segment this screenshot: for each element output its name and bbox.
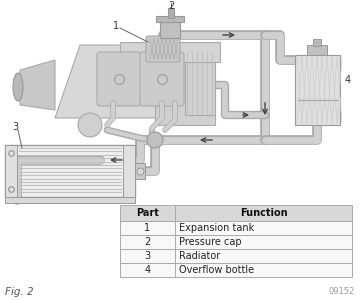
Bar	[5, 145, 17, 197]
Text: 09152: 09152	[329, 287, 355, 296]
Text: 3: 3	[12, 122, 18, 132]
Polygon shape	[55, 45, 165, 118]
Bar	[155, 45, 215, 125]
Bar	[5, 145, 135, 197]
Text: 4: 4	[345, 75, 351, 85]
Text: Pressure cap: Pressure cap	[179, 237, 242, 247]
Text: Radiator: Radiator	[179, 251, 220, 261]
Bar	[160, 20, 180, 38]
Text: 2: 2	[144, 237, 150, 247]
FancyBboxPatch shape	[140, 52, 184, 106]
Polygon shape	[20, 60, 55, 110]
Text: 4: 4	[144, 265, 150, 275]
Text: Overflow bottle: Overflow bottle	[179, 265, 254, 275]
FancyBboxPatch shape	[146, 36, 180, 62]
Ellipse shape	[13, 73, 23, 101]
Text: Part: Part	[136, 208, 159, 218]
Bar	[120, 235, 352, 249]
FancyBboxPatch shape	[97, 52, 141, 106]
Bar	[120, 42, 220, 62]
Text: 1: 1	[113, 21, 119, 31]
Circle shape	[78, 113, 102, 137]
Text: Function: Function	[240, 208, 287, 218]
Bar	[295, 55, 340, 125]
Bar	[313, 39, 321, 46]
Bar	[120, 263, 352, 277]
Text: Fig. 2: Fig. 2	[5, 287, 33, 297]
Bar	[168, 8, 174, 18]
Bar	[123, 145, 135, 197]
Bar	[120, 249, 352, 263]
Bar	[135, 163, 145, 179]
Bar	[5, 197, 135, 203]
Text: 2: 2	[168, 1, 174, 11]
Circle shape	[147, 132, 163, 148]
Text: Expansion tank: Expansion tank	[179, 223, 254, 233]
Text: 1: 1	[144, 223, 150, 233]
Bar	[307, 45, 327, 55]
Bar	[120, 221, 352, 235]
Bar	[185, 50, 215, 115]
Bar	[156, 16, 184, 22]
Text: 3: 3	[144, 251, 150, 261]
Bar	[120, 205, 352, 221]
